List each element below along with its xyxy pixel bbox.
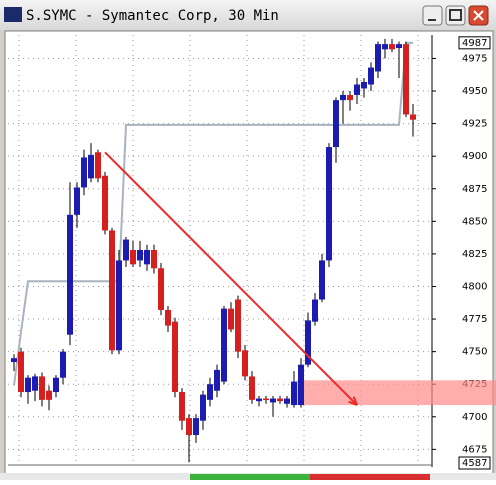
candle-body: [214, 369, 220, 391]
candle-body: [200, 394, 206, 421]
candle-body: [284, 398, 290, 404]
candle-body: [368, 67, 374, 85]
last-price-box: [458, 36, 491, 50]
candle-body: [263, 398, 269, 401]
trendline-arrowhead: [348, 396, 358, 406]
candle-body: [375, 44, 381, 72]
y-tick-label: 4800: [462, 281, 487, 292]
y-tick-label: 4775: [462, 314, 487, 325]
minimize-button[interactable]: [422, 5, 443, 26]
candle-body: [165, 309, 171, 326]
candle-body: [158, 268, 164, 310]
highlight-zone: [297, 380, 496, 406]
maximize-button[interactable]: [445, 5, 466, 26]
candle-body: [249, 376, 255, 400]
plot: 4675470047254750477548004825485048754900…: [8, 35, 496, 470]
candle-body: [291, 381, 297, 406]
candle-body: [256, 398, 262, 402]
candle-body: [137, 250, 143, 261]
candle-body: [81, 157, 87, 188]
candle-body: [74, 187, 80, 215]
candle-body: [410, 114, 416, 120]
y-tick-label: 4925: [462, 119, 487, 130]
candle-body: [95, 152, 101, 179]
y-tick-label: 4875: [462, 184, 487, 195]
candle-body: [305, 320, 311, 365]
candle-body: [102, 175, 108, 231]
candle-body: [340, 94, 346, 101]
candle-body: [193, 418, 199, 436]
candle-body: [312, 299, 318, 322]
candle-body: [347, 94, 353, 101]
candle-body: [326, 147, 332, 261]
candle-body: [67, 214, 73, 335]
y-tick-label: 4975: [462, 53, 487, 64]
close-icon: [473, 10, 484, 21]
candle-body: [403, 44, 409, 115]
candle-body: [270, 398, 276, 403]
bottom-label-box: [458, 456, 491, 470]
candle-body: [144, 250, 150, 265]
candle-body: [39, 376, 45, 400]
candle-body: [221, 308, 227, 382]
app-icon: [4, 7, 22, 22]
candle-body: [228, 308, 234, 330]
candle-body: [46, 390, 52, 400]
candle-body: [25, 377, 31, 393]
candle-body: [333, 100, 339, 148]
y-tick-label: 4675: [462, 444, 487, 455]
candle-body: [319, 260, 325, 300]
candle-body: [151, 250, 157, 269]
candle-body: [123, 239, 129, 261]
candle-body: [207, 384, 213, 400]
candle-body: [298, 364, 304, 406]
bottom-strip-segment: [190, 474, 310, 480]
y-tick-label: 4825: [462, 249, 487, 260]
last-price-label: 4987: [462, 38, 487, 49]
indicator-line: [13, 41, 413, 386]
candle-body: [186, 418, 192, 436]
candle-body: [242, 350, 248, 377]
candle-body: [361, 81, 367, 89]
candle-body: [396, 44, 402, 49]
bottom-strip-segment: [310, 474, 430, 480]
y-tick-label: 4900: [462, 151, 487, 162]
candle-body: [60, 351, 66, 378]
candle-body: [277, 398, 283, 402]
y-tick-label: 4700: [462, 412, 487, 423]
candle-body: [382, 44, 388, 50]
candle-body: [354, 84, 360, 95]
bottom-label: 4587: [462, 458, 487, 469]
candle-body: [109, 230, 115, 351]
candle-body: [18, 351, 24, 393]
candle-body: [389, 44, 395, 50]
trendline: [104, 151, 358, 406]
y-tick-label: 4950: [462, 86, 487, 97]
candle-body: [235, 299, 241, 352]
y-tick-label: 4850: [462, 216, 487, 227]
candle-body: [116, 260, 122, 351]
candle-body: [130, 250, 136, 265]
candle-body: [172, 321, 178, 393]
maximize-icon: [449, 9, 462, 21]
y-tick-label: 4750: [462, 347, 487, 358]
title-bar: [0, 0, 496, 30]
candle-body: [32, 376, 38, 391]
candle-body: [11, 358, 17, 363]
candle-body: [179, 392, 185, 421]
candle-body: [53, 377, 59, 393]
chart-panel: [4, 30, 494, 481]
window-title: S.SYMC - Symantec Corp, 30 Min: [26, 8, 279, 24]
candle-body: [88, 154, 94, 179]
